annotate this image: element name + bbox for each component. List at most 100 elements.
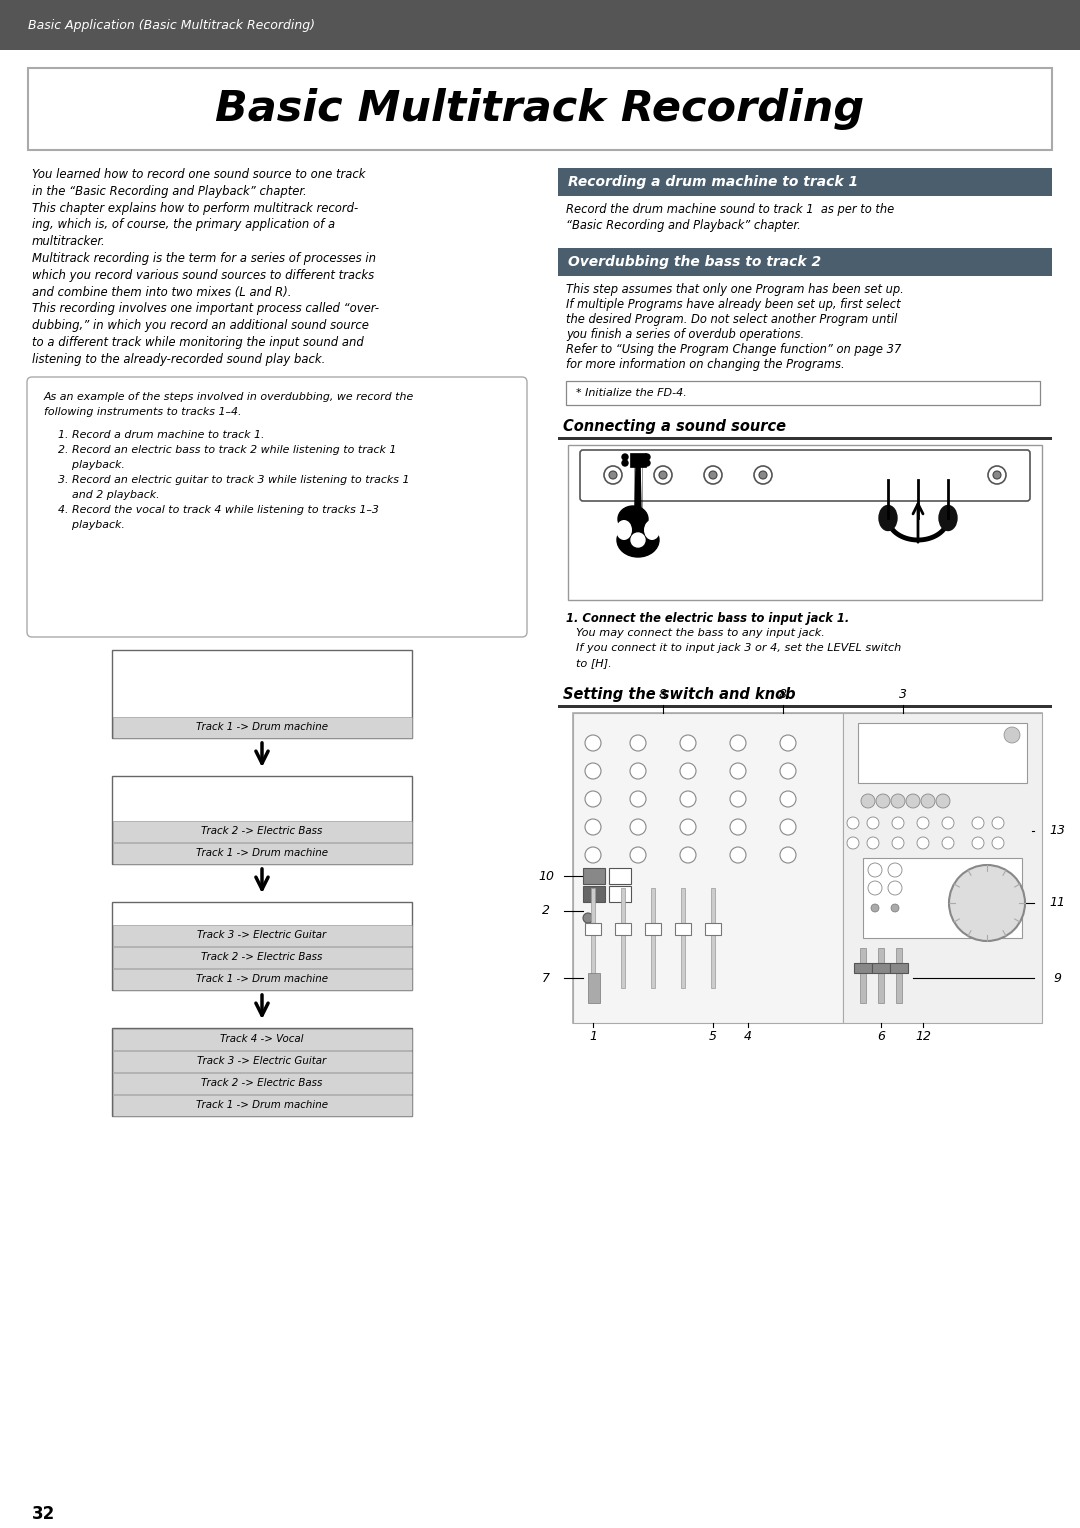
Bar (112, 1094, 411, 1115)
Circle shape (891, 905, 899, 912)
Bar (585, 923, 600, 935)
Text: Connecting a sound source: Connecting a sound source (563, 419, 786, 434)
Ellipse shape (939, 506, 957, 530)
Bar (112, 946, 411, 967)
Bar (872, 963, 890, 973)
Circle shape (704, 466, 723, 484)
Text: This recording involves one important process called “over-: This recording involves one important pr… (32, 303, 379, 315)
Text: 1. Connect the electric bass to input jack 1.: 1. Connect the electric bass to input ja… (566, 613, 849, 625)
Circle shape (868, 863, 882, 877)
Circle shape (630, 819, 646, 834)
Bar (112, 649, 411, 738)
Circle shape (993, 471, 1001, 478)
Bar (112, 1028, 411, 1050)
Text: you finish a series of overdub operations.: you finish a series of overdub operation… (566, 329, 805, 341)
Circle shape (888, 882, 902, 895)
Circle shape (906, 795, 920, 808)
Bar (558, 248, 1052, 277)
Bar (112, 1028, 411, 1115)
Bar (675, 923, 691, 935)
Text: dubbing,” in which you record an additional sound source: dubbing,” in which you record an additio… (32, 319, 369, 332)
Ellipse shape (618, 506, 648, 532)
Text: multitracker.: multitracker. (32, 235, 106, 248)
Text: 11: 11 (1049, 897, 1065, 909)
Circle shape (942, 817, 954, 830)
Ellipse shape (617, 523, 659, 558)
Circle shape (585, 819, 600, 834)
Circle shape (988, 466, 1005, 484)
Bar (890, 963, 908, 973)
Circle shape (654, 466, 672, 484)
Circle shape (993, 837, 1004, 850)
Text: in the “Basic Recording and Playback” chapter.: in the “Basic Recording and Playback” ch… (32, 185, 307, 197)
Circle shape (949, 865, 1025, 941)
Bar (609, 868, 631, 885)
Bar (630, 452, 646, 468)
Circle shape (917, 817, 929, 830)
Bar (112, 1051, 411, 1071)
Text: Track 1 -> Drum machine: Track 1 -> Drum machine (195, 1100, 328, 1109)
Circle shape (892, 817, 904, 830)
Text: This chapter explains how to perform multitrack record-: This chapter explains how to perform mul… (32, 202, 359, 214)
Text: Track 3 -> Electric Guitar: Track 3 -> Electric Guitar (198, 931, 326, 940)
Circle shape (942, 837, 954, 850)
Text: 6: 6 (877, 1030, 885, 1044)
Text: 32: 32 (32, 1505, 55, 1523)
Circle shape (680, 847, 696, 863)
Circle shape (630, 762, 646, 779)
Bar (583, 886, 605, 902)
Circle shape (622, 460, 627, 466)
Circle shape (644, 460, 650, 466)
Text: Track 3 -> Electric Guitar: Track 3 -> Electric Guitar (198, 1056, 326, 1067)
Circle shape (780, 762, 796, 779)
Text: Basic Multitrack Recording: Basic Multitrack Recording (215, 89, 865, 130)
Circle shape (780, 735, 796, 750)
Bar (651, 888, 654, 989)
Circle shape (780, 819, 796, 834)
Text: Setting the switch and knob: Setting the switch and knob (563, 688, 796, 701)
Text: Track 2 -> Electric Bass: Track 2 -> Electric Bass (201, 952, 323, 963)
Text: Refer to “Using the Program Change function” on page 37: Refer to “Using the Program Change funct… (566, 342, 902, 356)
Circle shape (680, 762, 696, 779)
Bar (573, 714, 843, 1024)
Text: 12: 12 (915, 1030, 931, 1044)
Bar (0, 0, 1080, 50)
FancyBboxPatch shape (27, 377, 527, 637)
Text: 4: 4 (744, 1030, 752, 1044)
Circle shape (631, 533, 645, 547)
Bar (112, 717, 411, 738)
Bar (112, 842, 411, 863)
Bar (609, 886, 631, 902)
Bar (112, 969, 411, 990)
Bar (681, 888, 685, 989)
Circle shape (847, 837, 859, 850)
Circle shape (585, 792, 600, 807)
Text: Record the drum machine sound to track 1  as per to the: Record the drum machine sound to track 1… (566, 203, 894, 215)
Text: 2. Record an electric bass to track 2 while listening to track 1: 2. Record an electric bass to track 2 wh… (44, 445, 396, 455)
Text: * Initialize the FD-4.: * Initialize the FD-4. (576, 388, 687, 397)
Bar (854, 963, 872, 973)
Bar (568, 445, 1042, 601)
Bar (896, 947, 902, 1002)
Circle shape (780, 792, 796, 807)
Circle shape (972, 837, 984, 850)
Ellipse shape (644, 520, 660, 539)
Circle shape (780, 847, 796, 863)
Bar (705, 923, 721, 935)
Polygon shape (635, 465, 642, 509)
Circle shape (847, 817, 859, 830)
Text: 8: 8 (659, 689, 667, 701)
Text: Basic Application (Basic Multitrack Recording): Basic Application (Basic Multitrack Reco… (28, 18, 315, 32)
Circle shape (585, 735, 600, 750)
Bar (863, 859, 1022, 938)
Text: This step assumes that only one Program has been set up.: This step assumes that only one Program … (566, 283, 904, 296)
Bar (843, 714, 1042, 1024)
Bar (112, 1073, 411, 1094)
Circle shape (622, 454, 627, 460)
Circle shape (867, 837, 879, 850)
Circle shape (876, 795, 890, 808)
Text: 13: 13 (1049, 825, 1065, 837)
FancyBboxPatch shape (580, 451, 1030, 501)
Text: Track 4 -> Vocal: Track 4 -> Vocal (220, 1034, 303, 1044)
Text: You learned how to record one sound source to one track: You learned how to record one sound sour… (32, 168, 365, 180)
